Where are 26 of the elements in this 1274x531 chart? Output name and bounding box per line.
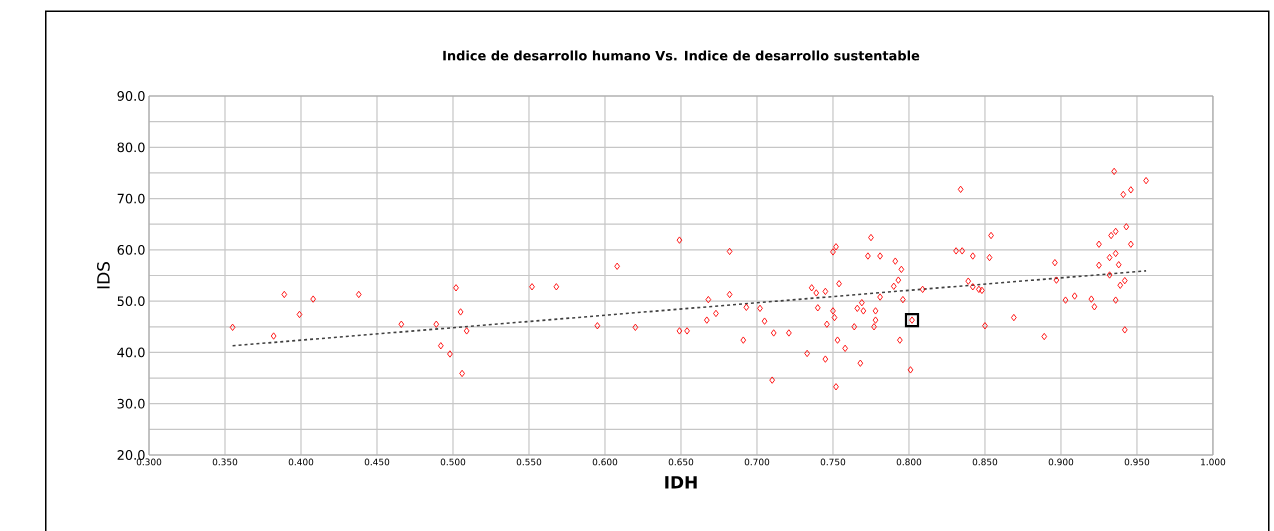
x-tick-label: 0.650 [668,458,694,466]
x-tick-label: 0.950 [1124,458,1150,466]
x-tick-label: 0.450 [364,458,390,466]
y-tick-label: 20.0 [117,450,145,460]
x-tick-label: 0.350 [212,458,238,466]
x-tick-label: 0.400 [288,458,314,466]
y-axis-title: IDS [96,262,110,289]
chart-title: Indice de desarrollo humano Vs. Indice de desarrollo sustentable [443,50,920,61]
x-tick-label: 0.500 [440,458,466,466]
y-tick-label: 30.0 [117,398,145,409]
y-tick-label: 40.0 [117,347,145,358]
x-tick-label: 1.000 [1201,458,1226,466]
x-tick-label: 0.700 [744,458,770,466]
x-tick-label: 0.800 [896,458,922,466]
x-tick-label: 0.300 [136,458,162,466]
y-tick-label: 60.0 [117,244,145,255]
x-tick-label: 0.850 [972,458,998,466]
x-tick-label: 0.900 [1048,458,1074,466]
y-tick-label: 80.0 [117,142,145,153]
y-tick-label: 70.0 [117,193,145,204]
x-tick-label: 0.750 [820,458,846,466]
x-tick-label: 0.600 [592,458,618,466]
x-tick-label: 0.550 [516,458,542,466]
y-tick-label: 90.0 [117,91,145,101]
y-tick-label: 50.0 [117,296,145,307]
x-axis-title: IDH [665,476,697,489]
